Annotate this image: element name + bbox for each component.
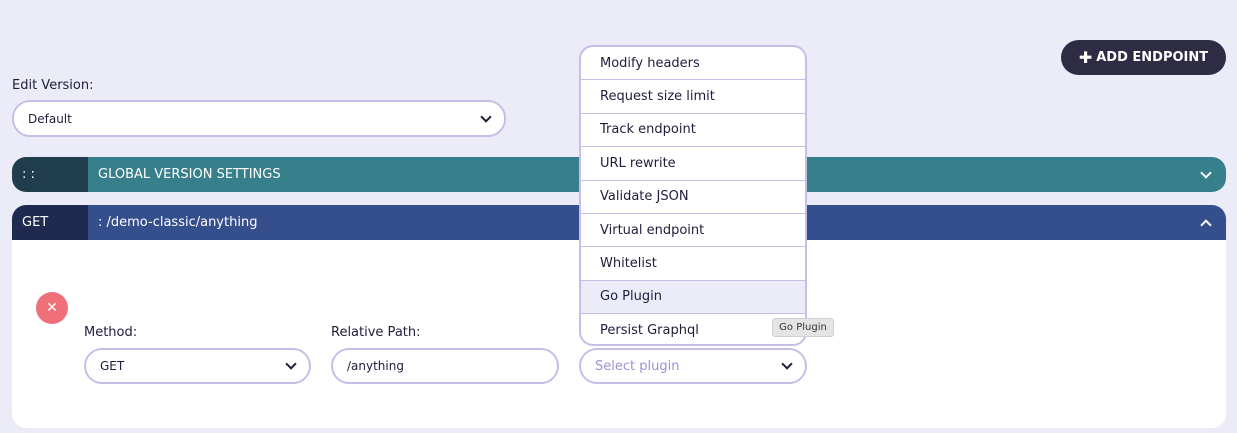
chevron-down-icon (285, 358, 297, 370)
plugin-option[interactable]: Track endpoint (581, 114, 805, 148)
relative-path-input[interactable]: /anything (331, 348, 559, 384)
plugin-select[interactable]: Select plugin (579, 348, 807, 384)
plugin-option[interactable]: Modify headers (581, 47, 805, 81)
plugin-option[interactable]: Validate JSON (581, 181, 805, 214)
delete-endpoint-button[interactable]: ✕ (36, 292, 68, 324)
method-badge: GET (12, 205, 88, 240)
plus-icon: ✚ (1078, 48, 1093, 67)
plugin-placeholder: Select plugin (595, 358, 680, 374)
plugin-option[interactable]: Request size limit (581, 80, 805, 114)
drag-handle[interactable]: : : (12, 157, 88, 192)
version-value: Default (28, 111, 72, 126)
plugin-option[interactable]: Virtual endpoint (581, 214, 805, 248)
chevron-up-icon (1200, 218, 1212, 231)
chevron-down-icon (480, 110, 492, 123)
plugin-option[interactable]: Whitelist (581, 247, 805, 281)
method-select[interactable]: GET (84, 348, 311, 384)
close-icon: ✕ (46, 300, 58, 316)
edit-version-label: Edit Version: (12, 78, 94, 93)
relative-path-label: Relative Path: (331, 325, 421, 340)
method-value: GET (100, 359, 125, 373)
add-endpoint-button[interactable]: ✚ ADD ENDPOINT (1061, 40, 1226, 75)
tooltip: Go Plugin (772, 318, 834, 337)
plugin-option[interactable]: Persist Graphql (600, 323, 699, 339)
plugin-option-highlighted[interactable]: Go Plugin (581, 280, 805, 315)
endpoint-path-title: : /demo-classic/anything (98, 215, 258, 230)
add-endpoint-label: ADD ENDPOINT (1096, 50, 1209, 65)
relative-path-value: /anything (347, 359, 404, 373)
plugin-option[interactable]: URL rewrite (581, 147, 805, 181)
global-settings-title: GLOBAL VERSION SETTINGS (98, 167, 281, 182)
chevron-down-icon (1200, 166, 1212, 179)
chevron-down-icon (781, 358, 793, 370)
method-label: Method: (84, 325, 138, 340)
version-select[interactable]: Default (12, 100, 506, 137)
plugin-dropdown-menu: Modify headers Request size limit Track … (579, 45, 807, 346)
